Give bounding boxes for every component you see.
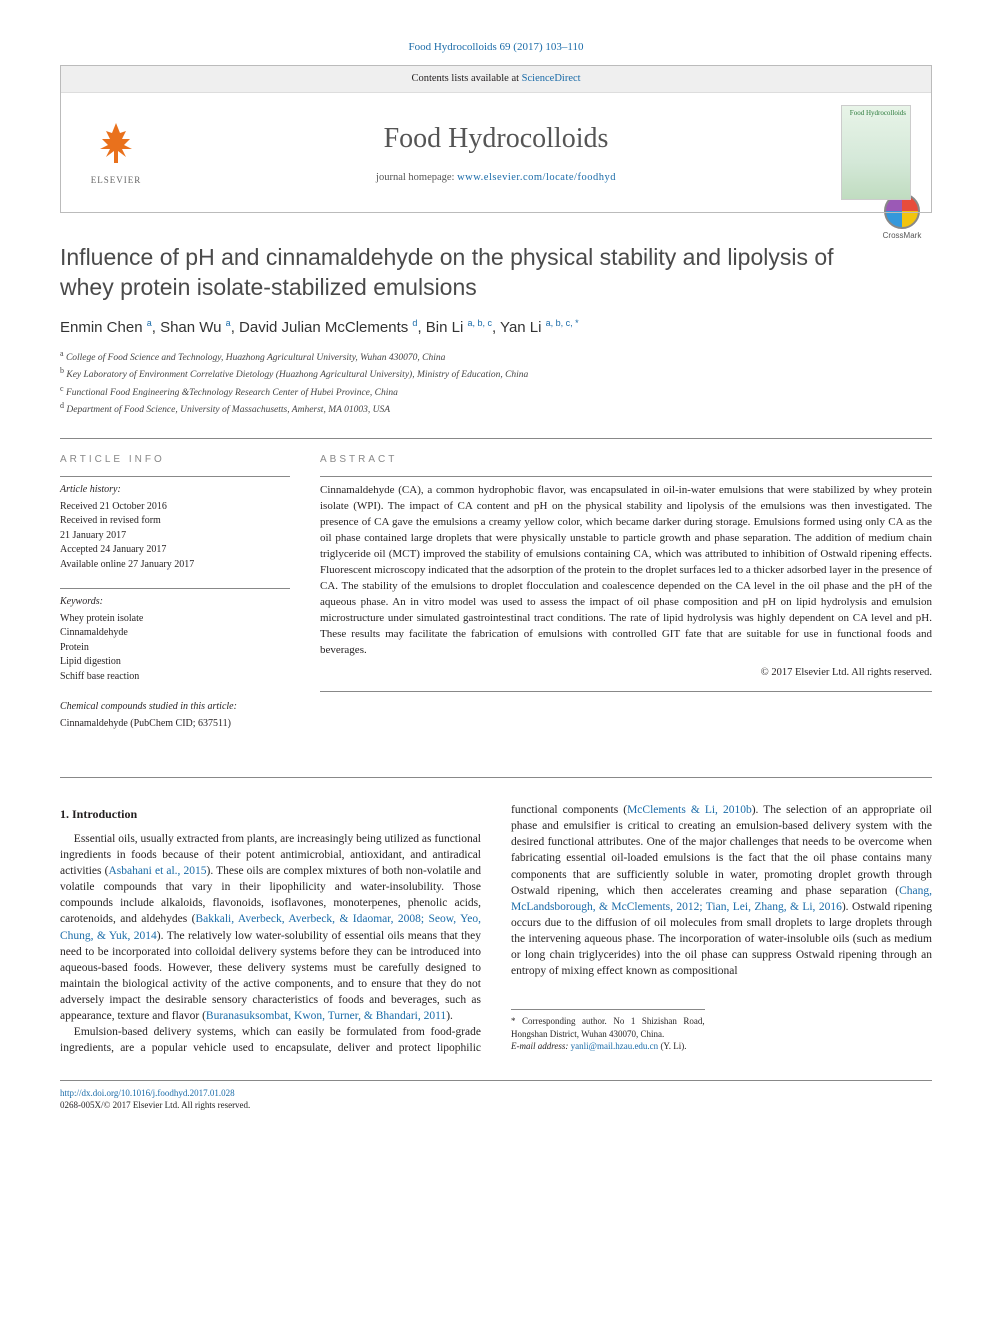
- history-line: Received 21 October 2016: [60, 500, 290, 515]
- journal-name: Food Hydrocolloids: [151, 120, 841, 158]
- affiliations: a College of Food Science and Technology…: [60, 348, 932, 418]
- journal-homepage: journal homepage: www.elsevier.com/locat…: [151, 171, 841, 185]
- abstract-label: ABSTRACT: [320, 453, 932, 467]
- elsevier-text: ELSEVIER: [81, 174, 151, 186]
- compounds-title: Chemical compounds studied in this artic…: [60, 700, 290, 715]
- page-footer: http://dx.doi.org/10.1016/j.foodhyd.2017…: [60, 1080, 932, 1111]
- divider: [60, 438, 932, 439]
- elsevier-logo: ELSEVIER: [81, 119, 151, 186]
- abstract-text: Cinnamaldehyde (CA), a common hydrophobi…: [320, 483, 932, 658]
- compounds-block: Chemical compounds studied in this artic…: [60, 700, 290, 731]
- section-heading-1: 1. Introduction: [60, 806, 481, 823]
- homepage-prefix: journal homepage:: [376, 172, 457, 183]
- email-label: E-mail address:: [511, 1041, 571, 1051]
- divider: [60, 777, 932, 778]
- article-history: Article history: Received 21 October 201…: [60, 483, 290, 572]
- crossmark-label: CrossMark: [872, 231, 932, 242]
- keyword-line: Cinnamaldehyde: [60, 626, 290, 641]
- doi-link[interactable]: http://dx.doi.org/10.1016/j.foodhyd.2017…: [60, 1088, 235, 1098]
- keyword-line: Protein: [60, 641, 290, 656]
- corr-text: * Corresponding author. No 1 Shizishan R…: [511, 1015, 705, 1040]
- history-line: 21 January 2017: [60, 529, 290, 544]
- keyword-line: Whey protein isolate: [60, 612, 290, 627]
- homepage-link[interactable]: www.elsevier.com/locate/foodhyd: [457, 172, 616, 183]
- article-title: Influence of pH and cinnamaldehyde on th…: [60, 243, 932, 303]
- compounds-text: Cinnamaldehyde (PubChem CID; 637511): [60, 717, 290, 732]
- abstract-copyright: © 2017 Elsevier Ltd. All rights reserved…: [320, 666, 932, 680]
- issn-line: 0268-005X/© 2017 Elsevier Ltd. All right…: [60, 1099, 932, 1111]
- corr-email-link[interactable]: yanli@mail.hzau.edu.cn: [571, 1041, 659, 1051]
- history-line: Available online 27 January 2017: [60, 558, 290, 573]
- history-line: Received in revised form: [60, 514, 290, 529]
- keyword-line: Schiff base reaction: [60, 670, 290, 685]
- affiliation-line: b Key Laboratory of Environment Correlat…: [60, 365, 932, 382]
- cover-thumb-title: Food Hydrocolloids: [850, 110, 906, 118]
- affiliation-line: d Department of Food Science, University…: [60, 400, 932, 417]
- keywords-block: Keywords: Whey protein isolateCinnamalde…: [60, 595, 290, 684]
- journal-cover-thumb: Food Hydrocolloids: [841, 105, 911, 200]
- article-info-label: ARTICLE INFO: [60, 453, 290, 467]
- email-suffix: (Y. Li).: [658, 1041, 686, 1051]
- ref-link[interactable]: McClements & Li, 2010b: [627, 804, 752, 816]
- affiliation-line: a College of Food Science and Technology…: [60, 348, 932, 365]
- contents-prefix: Contents lists available at: [411, 73, 521, 84]
- elsevier-tree-icon: [81, 119, 151, 174]
- ref-link[interactable]: Asbahani et al., 2015: [108, 865, 206, 877]
- keywords-title: Keywords:: [60, 595, 290, 610]
- top-citation: Food Hydrocolloids 69 (2017) 103–110: [60, 40, 932, 55]
- history-title: Article history:: [60, 483, 290, 498]
- body-p2b: ).: [446, 1010, 453, 1022]
- abstract-column: ABSTRACT Cinnamaldehyde (CA), a common h…: [320, 453, 932, 748]
- history-line: Accepted 24 January 2017: [60, 543, 290, 558]
- keyword-line: Lipid digestion: [60, 655, 290, 670]
- contents-bar: Contents lists available at ScienceDirec…: [61, 66, 931, 93]
- body-text: 1. Introduction Essential oils, usually …: [60, 802, 932, 1056]
- ref-link[interactable]: Buranasuksombat, Kwon, Turner, & Bhandar…: [206, 1010, 446, 1022]
- body-p3b: ). The selection of an appropriate oil p…: [511, 804, 932, 896]
- affiliation-line: c Functional Food Engineering &Technolog…: [60, 383, 932, 400]
- journal-header: Contents lists available at ScienceDirec…: [60, 65, 932, 213]
- authors-line: Enmin Chen a, Shan Wu a, David Julian Mc…: [60, 317, 932, 338]
- sciencedirect-link[interactable]: ScienceDirect: [522, 73, 581, 84]
- corresponding-author: * Corresponding author. No 1 Shizishan R…: [511, 1009, 705, 1053]
- article-info-column: ARTICLE INFO Article history: Received 2…: [60, 453, 290, 748]
